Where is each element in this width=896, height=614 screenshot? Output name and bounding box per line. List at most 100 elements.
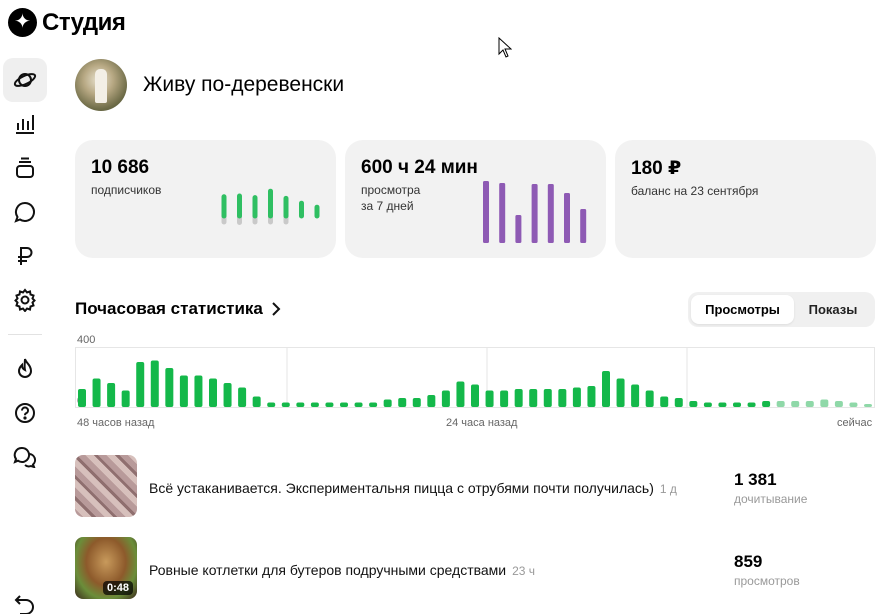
video-thumbnail[interactable] — [75, 455, 137, 517]
hourly-bar — [296, 402, 305, 407]
hourly-bar — [820, 399, 829, 407]
sidebar-item-analytics[interactable] — [3, 102, 47, 146]
hourly-bar — [733, 402, 741, 407]
hourly-bar — [834, 401, 843, 407]
balance-card[interactable]: 180 ₽ баланс на 23 сентября — [615, 140, 876, 258]
watch-time-bar — [564, 193, 570, 243]
stat-cards: 10 686 подписчиков 600 ч 24 мин просмотр… — [75, 140, 876, 258]
hourly-bar — [150, 360, 159, 407]
sidebar-separator — [8, 334, 42, 335]
hourly-bar — [92, 378, 101, 407]
channel-avatar[interactable] — [75, 59, 127, 111]
hourly-bar — [136, 362, 145, 407]
watch-time-value: 600 ч 24 мин — [361, 157, 478, 178]
video-title: Всё устаканивается. Экспериментальня пиц… — [149, 480, 654, 496]
subscribers-mini-chart — [221, 188, 320, 225]
hourly-bar — [660, 396, 669, 407]
hourly-bar — [441, 390, 450, 407]
watch-time-bar — [531, 184, 538, 243]
list-item[interactable]: Всё устаканивается. Экспериментальня пиц… — [75, 455, 875, 517]
balance-value: 180 ₽ — [631, 158, 682, 179]
toggle-impressions[interactable]: Показы — [808, 302, 858, 317]
hourly-bar — [209, 378, 217, 407]
hourly-bar — [762, 401, 771, 407]
hourly-bar — [412, 398, 421, 407]
sidebar — [3, 58, 47, 479]
sidebar-item-comments[interactable] — [3, 190, 47, 234]
sidebar-item-feedback[interactable] — [3, 435, 47, 479]
hourly-bar — [427, 395, 436, 407]
stack-icon — [16, 157, 34, 178]
video-metric-label: дочитывание — [734, 492, 808, 506]
toggle-views[interactable]: Просмотры — [691, 295, 794, 324]
hourly-bar — [383, 399, 392, 407]
sidebar-item-monetization[interactable] — [3, 234, 47, 278]
watch-time-mini-chart — [483, 181, 587, 243]
subscribers-label: подписчиков — [91, 183, 162, 197]
video-metric-value: 1 381 — [734, 470, 777, 489]
hourly-bar — [791, 401, 800, 407]
mouse-cursor-icon — [498, 37, 512, 58]
hourly-bar — [398, 398, 407, 407]
logo-icon — [8, 8, 37, 37]
question-icon — [15, 403, 35, 423]
balance-label: баланс на 23 сентября — [631, 184, 759, 198]
hourly-bar — [689, 401, 698, 407]
hourly-bar — [718, 402, 727, 407]
hourly-bar — [602, 371, 610, 407]
hourly-bar — [471, 384, 479, 407]
chevron-right-icon — [272, 302, 281, 316]
channel-name: Живу по-деревенски — [143, 73, 345, 96]
hourly-bar — [645, 390, 654, 407]
hourly-bar — [543, 389, 552, 407]
watch-time-period: за 7 дней — [361, 199, 414, 213]
studio-logo[interactable]: Студия — [8, 8, 126, 37]
back-button[interactable] — [3, 582, 47, 614]
watch-time-bar — [515, 215, 522, 243]
list-item[interactable]: 0:48 Ровные котлетки для бутеров подручн… — [75, 537, 875, 599]
hourly-bar — [456, 381, 465, 407]
planet-icon — [13, 73, 37, 87]
hourly-stats-link[interactable]: Почасовая статистика — [75, 299, 281, 319]
bar-chart-icon — [16, 115, 34, 134]
subscribers-card[interactable]: 10 686 подписчиков — [75, 140, 336, 258]
x-label-middle: 24 часа назад — [446, 417, 518, 429]
channel-header: Живу по-деревенски — [75, 59, 344, 111]
hourly-bar — [587, 386, 596, 407]
hourly-bar — [223, 383, 232, 407]
watch-time-card[interactable]: 600 ч 24 мин просмотра за 7 дней — [345, 140, 606, 258]
video-list: Всё устаканивается. Экспериментальня пиц… — [75, 455, 875, 614]
hourly-bar — [572, 387, 581, 407]
hourly-bar — [529, 389, 538, 407]
hourly-bar — [267, 402, 276, 407]
chat-bubbles-icon — [13, 446, 37, 468]
sidebar-item-content[interactable] — [3, 146, 47, 190]
watch-time-bar — [580, 209, 587, 243]
watch-time-label: просмотра — [361, 183, 421, 197]
sidebar-item-home[interactable] — [3, 58, 47, 102]
ruble-icon — [18, 247, 33, 265]
hourly-bar — [121, 390, 130, 407]
hourly-bar — [558, 389, 567, 407]
x-label-left: 48 часов назад — [77, 417, 155, 429]
watch-time-bar — [483, 181, 489, 243]
hourly-bar — [194, 375, 203, 407]
hourly-bar — [281, 402, 290, 407]
hourly-bar — [310, 402, 319, 407]
sidebar-item-settings[interactable] — [3, 278, 47, 322]
hourly-bar — [179, 375, 188, 407]
sidebar-item-help[interactable] — [3, 391, 47, 435]
sidebar-item-trends[interactable] — [3, 347, 47, 391]
hourly-chart: 400 0 — [75, 334, 875, 408]
video-title: Ровные котлетки для бутеров подручными с… — [149, 562, 507, 578]
hourly-bar — [849, 402, 858, 407]
hourly-bar — [616, 378, 625, 407]
hourly-bar — [325, 402, 334, 407]
hourly-bar — [747, 402, 756, 407]
video-thumbnail[interactable]: 0:48 — [75, 537, 137, 599]
hourly-bar — [165, 368, 174, 407]
hourly-bar — [485, 390, 494, 407]
subscribers-value: 10 686 — [91, 157, 150, 178]
video-metric-label: просмотров — [734, 574, 800, 588]
hourly-bar — [354, 402, 363, 407]
